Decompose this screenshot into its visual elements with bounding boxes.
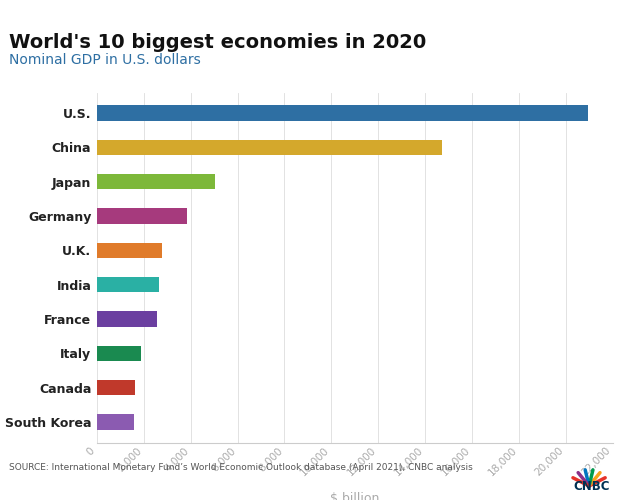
Text: SOURCE: International Monetary Fund’s World Economic Outlook database (April 202: SOURCE: International Monetary Fund’s Wo… bbox=[9, 462, 473, 471]
Bar bbox=[97, 380, 135, 396]
Bar bbox=[97, 346, 141, 361]
Text: Nominal GDP in U.S. dollars: Nominal GDP in U.S. dollars bbox=[9, 52, 201, 66]
Bar bbox=[97, 208, 187, 224]
Text: World's 10 biggest economies in 2020: World's 10 biggest economies in 2020 bbox=[9, 32, 427, 52]
Bar bbox=[97, 242, 161, 258]
Bar bbox=[97, 277, 159, 292]
Text: CNBC: CNBC bbox=[573, 480, 609, 492]
Bar bbox=[97, 414, 134, 430]
Bar bbox=[97, 174, 215, 190]
Bar bbox=[97, 140, 442, 155]
X-axis label: $ billion: $ billion bbox=[330, 492, 379, 500]
Bar bbox=[97, 106, 588, 121]
Bar bbox=[97, 311, 158, 326]
